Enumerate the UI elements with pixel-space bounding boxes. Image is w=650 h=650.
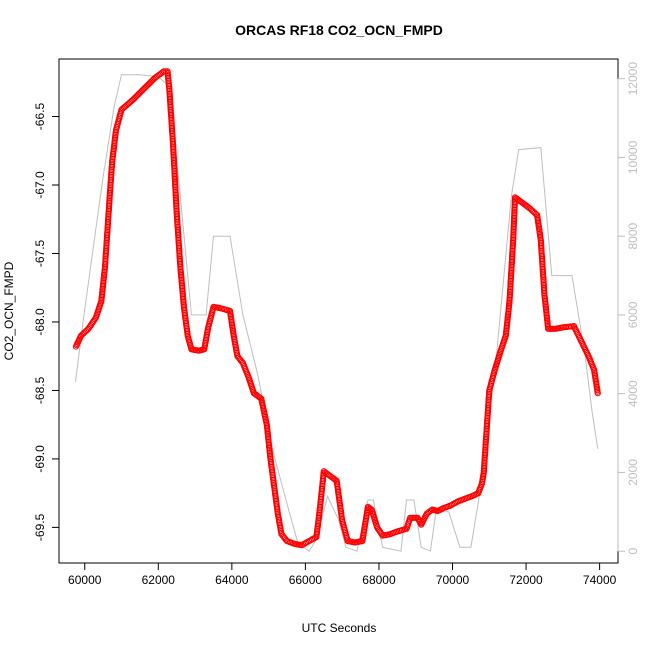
x-tick-label: 70000	[436, 573, 470, 587]
y-tick-label: -69.5	[33, 513, 47, 541]
x-tick-label: 74000	[583, 573, 617, 587]
x-axis-label: UTC Seconds	[302, 621, 377, 635]
y-axis-label: CO2_OCN_FMPD	[2, 261, 16, 360]
y2-tick-label: 10000	[626, 140, 640, 174]
chart-title: ORCAS RF18 CO2_OCN_FMPD	[235, 22, 443, 38]
y2-tick-label: 4000	[626, 380, 640, 407]
y-tick-label: -67.0	[33, 171, 47, 199]
data-point	[594, 390, 601, 397]
altitude-series-line	[75, 74, 599, 552]
x-tick-label: 68000	[362, 573, 396, 587]
data-point	[160, 68, 167, 75]
co2-series-points	[72, 68, 601, 549]
y2-tick-label: 0	[626, 548, 640, 555]
x-tick-label: 66000	[289, 573, 323, 587]
altitude-line	[75, 74, 599, 552]
x-tick-label: 72000	[509, 573, 543, 587]
y-tick-label: -68.5	[33, 376, 47, 404]
y-tick-label: -67.5	[33, 239, 47, 267]
y2-tick-label: 8000	[626, 223, 640, 250]
x-axis: 60000 62000 64000 66000 68000 70000 72000 74000	[68, 562, 617, 587]
x-tick-label: 64000	[215, 573, 249, 587]
y2-tick-label: 12000	[626, 62, 640, 96]
y-tick-label: -69.0	[33, 445, 47, 473]
y2-tick-label: 6000	[626, 301, 640, 328]
y-axis-left: -66.5 -67.0 -67.5 -68.0 -68.5 -69.0 -69.5	[33, 103, 60, 541]
x-tick-label: 60000	[68, 573, 102, 587]
y-tick-label: -68.0	[33, 308, 47, 336]
y2-tick-label: 2000	[626, 459, 640, 486]
y-tick-label: -66.5	[33, 103, 47, 131]
y-axis-right: 0 2000 4000 6000 8000 10000 12000	[617, 62, 640, 555]
x-tick-label: 62000	[142, 573, 176, 587]
